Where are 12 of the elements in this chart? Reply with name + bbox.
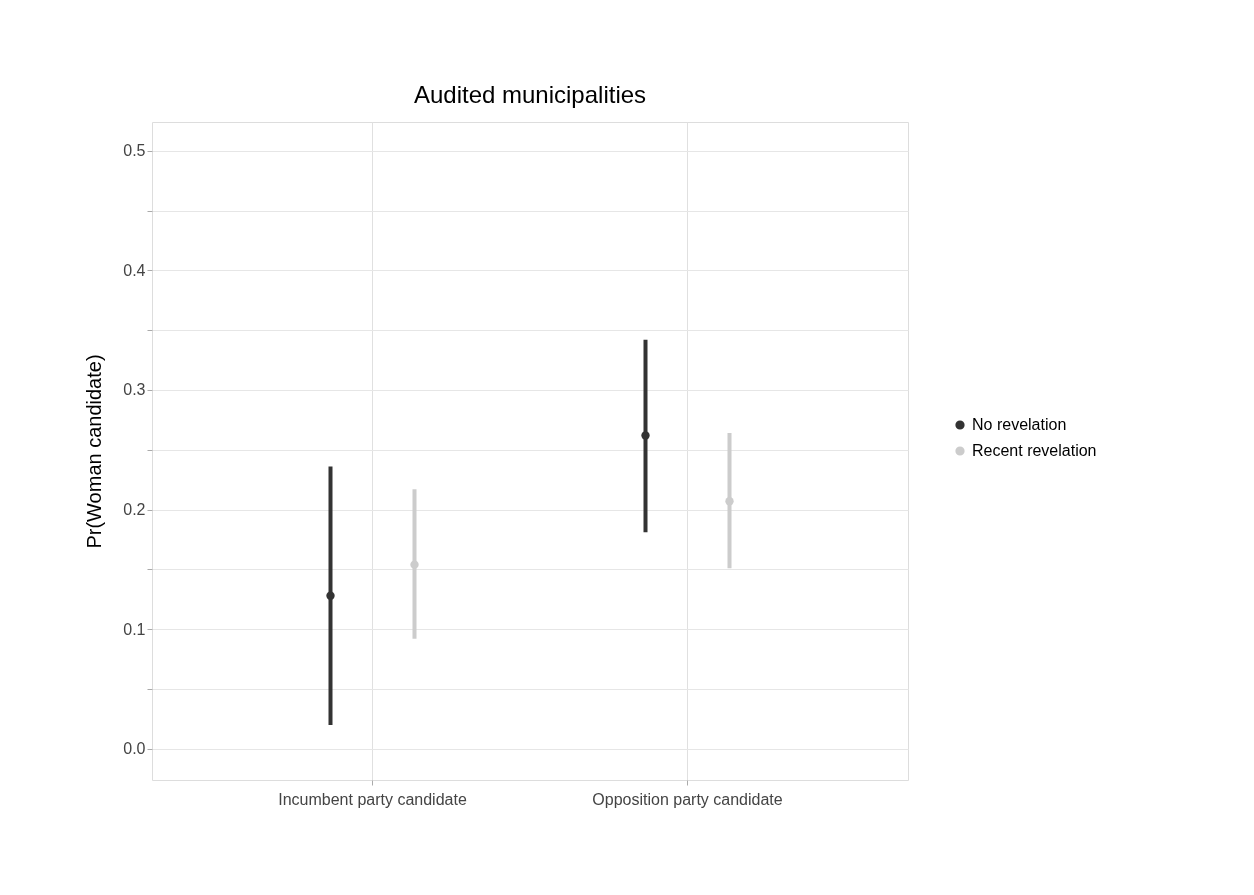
chart-title: Audited municipalities (413, 81, 647, 108)
y-tick-label: 0.3 (123, 381, 146, 399)
x-tick-label: Opposition party candidate (592, 790, 783, 808)
y-tick-label: 0.5 (123, 142, 146, 160)
x-tick-label: Incumbent party candidate (278, 790, 467, 808)
y-tick-label: 0.2 (123, 501, 146, 519)
y-axis-title: Pr(Woman candidate) (83, 354, 106, 549)
y-tick-label: 0.4 (123, 261, 146, 279)
y-tick-label: 0.0 (123, 740, 146, 758)
legend-label: Recent revelation (972, 442, 1097, 459)
y-tick-label: 0.1 (123, 620, 146, 638)
legend-label: No revelation (972, 416, 1067, 433)
